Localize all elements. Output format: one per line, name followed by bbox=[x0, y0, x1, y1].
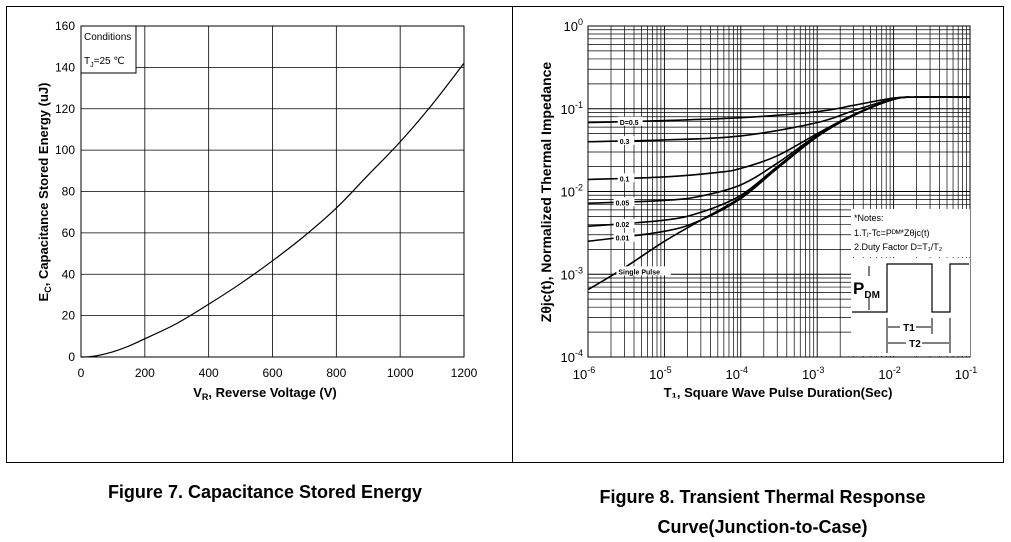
y-tick-label: 160 bbox=[55, 19, 75, 33]
impedance-curves bbox=[587, 96, 971, 291]
x-tick-label: 0 bbox=[78, 366, 85, 380]
impedance-curve bbox=[587, 96, 971, 291]
x-tick-label: 10-3 bbox=[802, 365, 824, 382]
conditions-title: Conditions bbox=[84, 32, 131, 43]
y-tick-labels: 0 20 40 60 80 100 120 140 160 bbox=[55, 19, 75, 364]
series-label: 0.05 bbox=[616, 200, 630, 207]
y-tick-label: 40 bbox=[62, 267, 76, 281]
t1-label-bg bbox=[900, 321, 916, 333]
y-tick-label: 10-4 bbox=[561, 348, 583, 365]
x-tick-labels: 10-6 10-5 10-4 10-3 10-2 10-1 bbox=[573, 365, 977, 382]
series-label: Single Pulse bbox=[618, 269, 660, 276]
x-tick-labels: 0 200 400 600 800 1000 1200 bbox=[78, 366, 478, 380]
x-tick-label: 10-6 bbox=[573, 365, 595, 382]
x-axis-label: VR, Reverse Voltage (V) bbox=[193, 385, 337, 402]
y-tick-label: 120 bbox=[55, 102, 75, 116]
x-tick-label: 800 bbox=[326, 366, 346, 380]
t1-label: T1 bbox=[903, 323, 915, 334]
series-label-bg bbox=[613, 219, 635, 229]
x-tick-label: 1000 bbox=[387, 366, 414, 380]
t2-label-bg bbox=[906, 337, 922, 349]
energy-curve bbox=[80, 62, 465, 358]
notes-title: *Notes: bbox=[854, 213, 884, 223]
t2-label: T2 bbox=[909, 339, 921, 350]
y-tick-labels: 100 10-1 10-2 10-3 10-4 bbox=[561, 17, 583, 365]
y-tick-label: 10-3 bbox=[561, 265, 583, 282]
x-tick-label: 10-4 bbox=[726, 365, 748, 382]
series-label: 0.3 bbox=[620, 139, 630, 146]
series-label-bg bbox=[613, 232, 635, 242]
y-tick-label: 10-1 bbox=[561, 100, 583, 117]
conditions-box bbox=[80, 25, 137, 74]
y-axis-label: EC, Capacitance Stored Energy (uJ) bbox=[36, 83, 53, 302]
figure-8-caption-line2: Curve(Junction-to-Case) bbox=[657, 517, 868, 537]
plot-border bbox=[587, 25, 971, 358]
pulse-waveform bbox=[852, 263, 969, 313]
plot-border bbox=[80, 25, 465, 358]
x-tick-label: 600 bbox=[262, 366, 282, 380]
impedance-curve bbox=[587, 96, 971, 205]
y-axis-label: Zθjc(t), Normalized Thermal Impedance bbox=[538, 62, 554, 323]
pdm-label-bg bbox=[852, 276, 886, 298]
x-tick-label: 10-1 bbox=[955, 365, 977, 382]
figure-8-caption: Figure 8. Transient Thermal Response Cur… bbox=[530, 482, 995, 542]
y-tick-label: 80 bbox=[62, 185, 76, 199]
y-tick-label: 100 bbox=[564, 17, 583, 34]
series-label: 0.1 bbox=[620, 176, 630, 183]
figure-7-caption: Figure 7. Capacitance Stored Energy bbox=[107, 482, 423, 502]
impedance-curve bbox=[587, 96, 971, 124]
x-tick-label: 10-2 bbox=[878, 365, 900, 382]
x-tick-label: 10-5 bbox=[649, 365, 671, 382]
impedance-curve bbox=[587, 96, 971, 143]
series-label-bg bbox=[613, 197, 635, 207]
y-tick-label: 140 bbox=[55, 60, 75, 74]
series-labels: D=0.5 0.3 0.1 0.05 0.02 0.01 Single Pulse bbox=[613, 116, 671, 276]
conditions-temp: TJ=25 ℃ bbox=[84, 56, 125, 69]
series-label: 0.01 bbox=[616, 236, 630, 243]
notes-box bbox=[851, 209, 970, 257]
series-label: 0.02 bbox=[616, 222, 630, 229]
series-label: D=0.5 bbox=[620, 120, 639, 127]
y-tick-label: 10-2 bbox=[561, 183, 583, 200]
figure-divider bbox=[512, 6, 513, 463]
x-tick-label: 1200 bbox=[451, 366, 478, 380]
x-axis-label: T₁, Square Wave Pulse Duration(Sec) bbox=[664, 385, 893, 400]
y-tick-label: 60 bbox=[62, 226, 76, 240]
y-tick-label: 100 bbox=[55, 143, 75, 157]
notes-line2: 2.Duty Factor D=T₁/T₂ bbox=[854, 242, 943, 252]
series-label-bg bbox=[616, 266, 671, 276]
x-tick-label: 200 bbox=[135, 366, 155, 380]
pdm-label: PDM bbox=[853, 279, 880, 301]
x-tick-label: 400 bbox=[199, 366, 219, 380]
series-label-bg bbox=[617, 135, 635, 145]
y-tick-label: 20 bbox=[62, 309, 76, 323]
y-tick-label: 0 bbox=[68, 350, 75, 364]
series-label-bg bbox=[617, 173, 635, 183]
series-label-bg bbox=[617, 116, 643, 126]
figure-8-caption-line1: Figure 8. Transient Thermal Response bbox=[599, 487, 926, 507]
notes-line1: 1.Tⱼ-Tc=Pᴰᴹ*Zθjc(t) bbox=[854, 228, 929, 238]
